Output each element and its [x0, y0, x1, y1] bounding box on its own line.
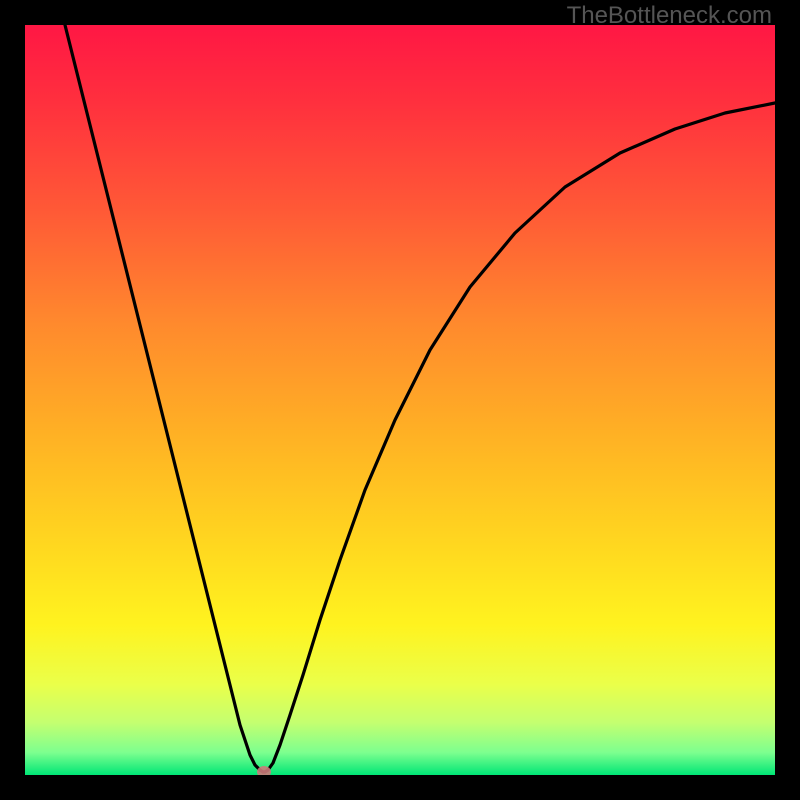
- marker-svg: [25, 25, 775, 775]
- plot-area: [25, 25, 775, 775]
- watermark-text: TheBottleneck.com: [567, 2, 772, 30]
- minimum-marker: [257, 766, 271, 775]
- chart-container: TheBottleneck.com: [0, 0, 800, 800]
